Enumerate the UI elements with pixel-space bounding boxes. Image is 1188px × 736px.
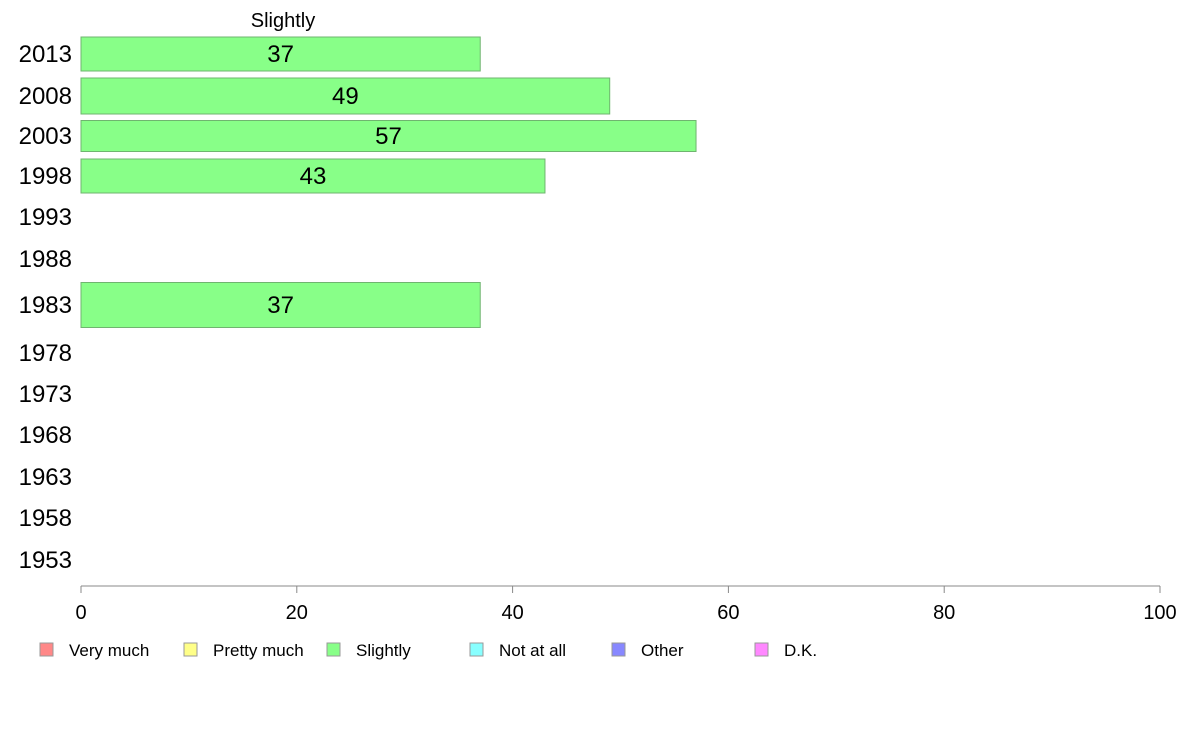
bar-value-labels: 37 49 57 43 37 bbox=[267, 41, 402, 319]
legend-swatch-pretty-much bbox=[183, 642, 198, 657]
bar-value-label-2008: 49 bbox=[332, 83, 359, 110]
legend-label-pretty-much: Pretty much bbox=[213, 641, 304, 660]
x-tick-label-0: 0 bbox=[75, 602, 86, 624]
x-tick-label-20: 20 bbox=[286, 602, 308, 624]
legend-swatch-slightly bbox=[326, 642, 341, 657]
year-label-1963: 1963 bbox=[19, 464, 72, 491]
legend-swatch-d-k bbox=[754, 642, 769, 657]
year-label-1983: 1983 bbox=[19, 292, 72, 319]
bar-value-label-1983: 37 bbox=[267, 292, 294, 319]
legend-label-slightly: Slightly bbox=[356, 641, 411, 660]
x-tick-label-40: 40 bbox=[501, 602, 523, 624]
x-axis: 0 20 40 60 80 100 bbox=[75, 585, 1177, 624]
year-label-2013: 2013 bbox=[19, 41, 72, 68]
bar-2013 bbox=[80, 36, 481, 72]
bar-value-label-2003: 57 bbox=[375, 123, 402, 150]
legend-swatch-not-at-all bbox=[469, 642, 484, 657]
legend-label-other: Other bbox=[641, 641, 684, 660]
bar-1983 bbox=[80, 282, 481, 328]
year-label-1968: 1968 bbox=[19, 422, 72, 449]
year-label-1978: 1978 bbox=[19, 340, 72, 367]
year-label-1973: 1973 bbox=[19, 381, 72, 408]
x-tick-label-80: 80 bbox=[933, 602, 955, 624]
legend: Very much Pretty much Slightly Not at all Ot… bbox=[39, 641, 817, 660]
bars bbox=[80, 36, 697, 328]
year-label-1998: 1998 bbox=[19, 163, 72, 190]
x-tick-label-100: 100 bbox=[1143, 602, 1176, 624]
legend-label-very-much: Very much bbox=[69, 641, 149, 660]
year-label-1958: 1958 bbox=[19, 505, 72, 532]
legend-swatch-very-much bbox=[39, 642, 54, 657]
bar-1998 bbox=[80, 158, 546, 194]
year-label-1988: 1988 bbox=[19, 246, 72, 273]
bar-2003 bbox=[80, 120, 697, 152]
year-label-1993: 1993 bbox=[19, 204, 72, 231]
year-label-2003: 2003 bbox=[19, 123, 72, 150]
year-label-1953: 1953 bbox=[19, 547, 72, 574]
x-tick-label-60: 60 bbox=[717, 602, 739, 624]
bar-2008 bbox=[80, 77, 611, 115]
year-label-2008: 2008 bbox=[19, 83, 72, 110]
legend-swatch-other bbox=[611, 642, 626, 657]
legend-label-not-at-all: Not at all bbox=[499, 641, 566, 660]
chart-title: Slightly bbox=[251, 10, 315, 32]
bar-value-label-1998: 43 bbox=[300, 163, 327, 190]
bar-value-label-2013: 37 bbox=[267, 41, 294, 68]
legend-label-d-k: D.K. bbox=[784, 641, 817, 660]
year-labels: 2013 2008 2003 1998 1993 1988 1983 1978 1973 1968… bbox=[19, 41, 72, 574]
